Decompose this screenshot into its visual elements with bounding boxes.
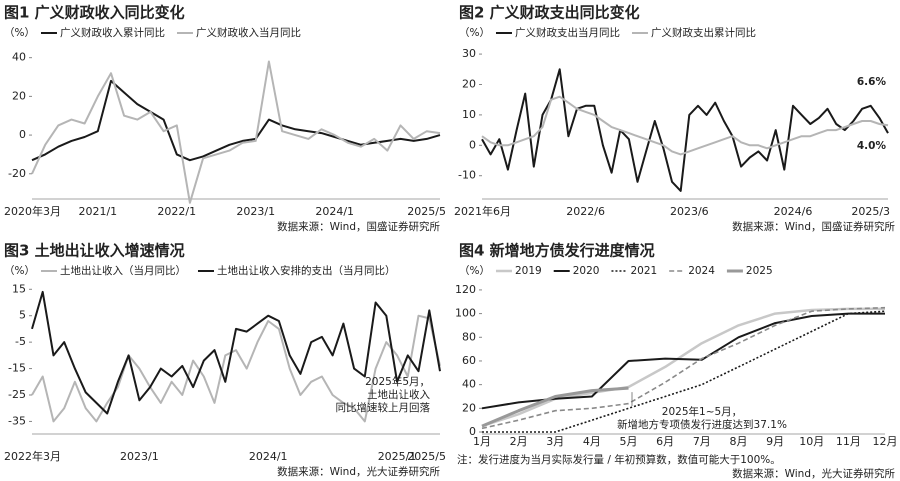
x-tick-label: 2022/6 xyxy=(566,205,605,218)
y-tick-label: 20 xyxy=(462,77,476,90)
legend-label: 广义财政支出累计同比 xyxy=(651,26,756,39)
y-tick-label: 40 xyxy=(12,51,26,64)
series-line xyxy=(481,386,629,428)
source: 数据来源：Wind，光大证券研究所 xyxy=(277,465,440,478)
y-tick-label: 120 xyxy=(455,283,476,296)
annotation: 土地出让收入 xyxy=(367,388,430,401)
x-tick-label: 2025/5 xyxy=(407,450,446,463)
legend-label: 2019 xyxy=(515,265,542,277)
x-tick-label: 2024/6 xyxy=(774,205,813,218)
x-tick-label: 2020年3月 xyxy=(4,204,61,218)
y-tick-label: -15 xyxy=(8,362,26,375)
y-tick-label: -35 xyxy=(8,414,26,427)
series-line xyxy=(481,306,886,430)
annotation: 2025年5月， xyxy=(365,375,430,388)
x-tick-label: 2023/1 xyxy=(120,450,159,463)
legend-label: 广义财政支出当月同比 xyxy=(515,26,620,39)
x-tick-label: 4月 xyxy=(583,435,601,448)
x-tick-label: 2025/5 xyxy=(407,205,446,218)
x-tick-label: 11月 xyxy=(836,435,861,448)
chart-title: 图1 广义财政收入同比变化 xyxy=(4,4,185,22)
series-line xyxy=(31,60,441,204)
x-tick-label: 2023/6 xyxy=(670,205,709,218)
y-tick-label: 5 xyxy=(19,309,26,322)
y-tick-label: 20 xyxy=(462,401,476,414)
x-tick-label: 2022年3月 xyxy=(4,449,61,463)
y-tick-label: 10 xyxy=(462,108,476,121)
note: 注：发行进度为当月实际发行量 / 年初预算数，数值可能大于100%。 xyxy=(457,453,781,466)
legend-label: 广义财政收入累计同比 xyxy=(60,26,165,39)
y-tick-label: 0 xyxy=(469,138,476,151)
chart-title: 图3 土地出让收入增速情况 xyxy=(4,242,185,260)
series-line xyxy=(31,290,441,415)
x-tick-label: 1月 xyxy=(473,435,491,448)
y-tick-label: 0 xyxy=(469,425,476,438)
unit-label: （%） xyxy=(4,27,35,39)
x-tick-label: 5月 xyxy=(620,435,638,448)
legend-label: 土地出让收入安排的支出（当月同比） xyxy=(217,264,396,277)
x-tick-label: 2024/1 xyxy=(249,450,288,463)
series-line xyxy=(31,314,441,423)
x-tick-label: 9月 xyxy=(766,435,784,448)
annotation: 新增地方专项债发行进度达到37.1% xyxy=(617,418,787,431)
legend-label: 2024 xyxy=(688,265,715,277)
unit-label: （%） xyxy=(459,265,490,277)
series-line xyxy=(481,95,889,156)
annotation: 2025年1~5月， xyxy=(662,405,742,418)
unit-label: （%） xyxy=(459,27,490,39)
annotation: 6.6% xyxy=(857,76,887,88)
x-tick-label: 7月 xyxy=(693,435,711,448)
x-tick-label: 2021/1 xyxy=(78,205,117,218)
y-tick-label: -5 xyxy=(15,335,26,348)
x-tick-label: 6月 xyxy=(656,435,674,448)
x-tick-label: 2025/3 xyxy=(851,205,890,218)
x-tick-label: 2022/1 xyxy=(157,205,196,218)
annotation: 4.0% xyxy=(857,140,887,152)
y-tick-label: 100 xyxy=(455,307,476,320)
series-line xyxy=(31,79,441,162)
legend-label: 2020 xyxy=(573,265,600,277)
legend-label: 2021 xyxy=(630,265,657,277)
source: 数据来源：Wind，光大证券研究所 xyxy=(732,467,895,480)
x-tick-label: 2023/1 xyxy=(236,205,275,218)
legend-label: 土地出让收入（当月同比） xyxy=(60,264,186,277)
series-line xyxy=(482,310,886,433)
y-tick-label: 80 xyxy=(462,330,476,343)
chart-title: 图2 广义财政支出同比变化 xyxy=(459,4,640,22)
series-line xyxy=(481,307,885,428)
y-tick-label: -20 xyxy=(8,167,26,180)
x-tick-label: 2025/1 xyxy=(378,450,417,463)
x-tick-label: 3月 xyxy=(546,435,564,448)
x-tick-label: 2024/1 xyxy=(315,205,354,218)
y-tick-label: 60 xyxy=(462,354,476,367)
unit-label: （%） xyxy=(4,265,35,277)
x-tick-label: 2021年6月 xyxy=(454,204,511,218)
legend-label: 广义财政收入当月同比 xyxy=(196,26,301,39)
y-tick-label: -10 xyxy=(458,169,476,182)
y-tick-label: 0 xyxy=(19,128,26,141)
y-tick-label: -25 xyxy=(8,388,26,401)
series-line xyxy=(481,312,885,410)
legend-label: 2025 xyxy=(746,265,773,277)
y-tick-label: 30 xyxy=(462,47,476,60)
x-tick-label: 8月 xyxy=(729,435,747,448)
chart-title: 图4 新增地方债发行进度情况 xyxy=(459,242,655,260)
x-tick-label: 2月 xyxy=(510,435,528,448)
source: 数据来源：Wind，国盛证券研究所 xyxy=(277,220,440,233)
y-tick-label: 40 xyxy=(462,378,476,391)
x-tick-label: 10月 xyxy=(799,435,824,448)
y-tick-label: 15 xyxy=(12,282,26,295)
y-tick-label: 20 xyxy=(12,89,26,102)
annotation: 同比增速较上月回落 xyxy=(336,401,431,414)
x-tick-label: 12月 xyxy=(873,435,898,448)
source: 数据来源：Wind，国盛证券研究所 xyxy=(732,220,895,233)
